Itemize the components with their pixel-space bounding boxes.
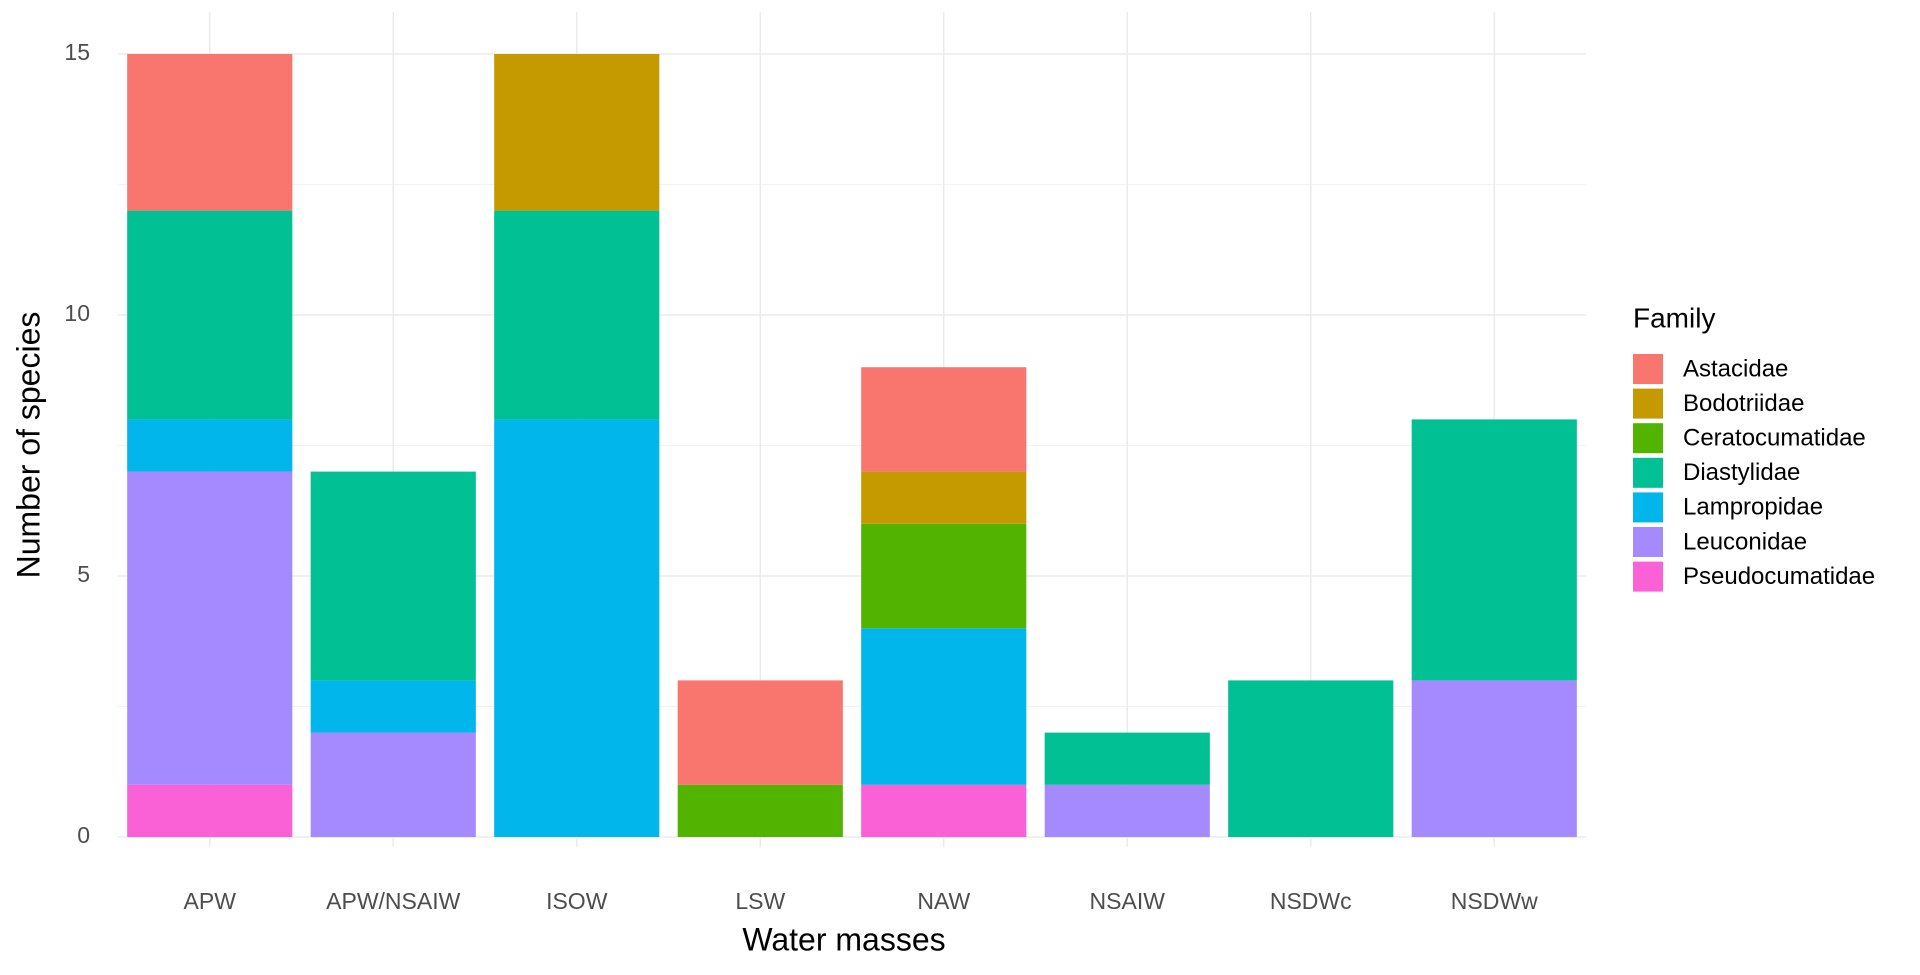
bar-segment: [310, 471, 476, 681]
bar-segment: [861, 784, 1027, 837]
bar-segment: [1044, 732, 1210, 785]
y-axis-title: Number of species: [10, 312, 46, 579]
bar-segment: [1411, 680, 1577, 837]
y-tick-label: 5: [77, 561, 90, 587]
bar-segment: [861, 367, 1027, 472]
legend-key: [1633, 354, 1663, 384]
legend-key: [1633, 527, 1663, 557]
x-tick-label: LSW: [735, 888, 785, 914]
legend-key: [1633, 388, 1663, 419]
x-tick-label: NSDWw: [1451, 888, 1538, 914]
bar-segment: [127, 210, 293, 420]
y-tick-label: 10: [64, 300, 90, 326]
legend-label: Astacidae: [1683, 355, 1788, 382]
bar-segment: [1411, 419, 1577, 681]
bar-segment: [127, 419, 293, 472]
x-tick-label: ISOW: [546, 888, 608, 914]
legend-key: [1633, 457, 1663, 488]
bar-segment: [677, 680, 843, 785]
x-tick-label: NSAIW: [1090, 888, 1166, 914]
bar-segment: [1044, 784, 1210, 837]
bar-segment: [1228, 680, 1394, 837]
x-tick-label: NSDWc: [1270, 888, 1352, 914]
legend-key: [1633, 423, 1663, 454]
bar-segment: [494, 419, 660, 837]
legend-label: Lampropidae: [1683, 494, 1823, 521]
bar-segment: [494, 54, 660, 211]
x-axis-title: Water masses: [742, 921, 945, 957]
bar-segment: [127, 54, 293, 211]
legend-label: Leuconidae: [1683, 528, 1807, 555]
y-tick-label: 15: [64, 39, 90, 65]
bar-segment: [310, 732, 476, 837]
bar-segment: [127, 784, 293, 837]
legend-key: [1633, 561, 1663, 592]
x-tick-label: NAW: [917, 888, 970, 914]
legend-label: Diastylidae: [1683, 459, 1800, 486]
bar-segment: [861, 628, 1027, 785]
legend-label: Pseudocumatidae: [1683, 563, 1875, 590]
x-tick-label: APW/NSAIW: [326, 888, 460, 914]
legend-label: Bodotriidae: [1683, 390, 1804, 417]
bar-segment: [494, 210, 660, 420]
legend-label: Ceratocumatidae: [1683, 425, 1866, 452]
bar-segment: [127, 471, 293, 785]
legend-title: Family: [1633, 302, 1715, 333]
bar-segment: [310, 680, 476, 733]
bar-segment: [861, 523, 1027, 629]
y-tick-label: 0: [77, 822, 90, 848]
bar-segment: [677, 784, 843, 837]
x-tick-label: APW: [184, 888, 237, 914]
bar-segment: [861, 471, 1027, 524]
legend-key: [1633, 492, 1663, 523]
